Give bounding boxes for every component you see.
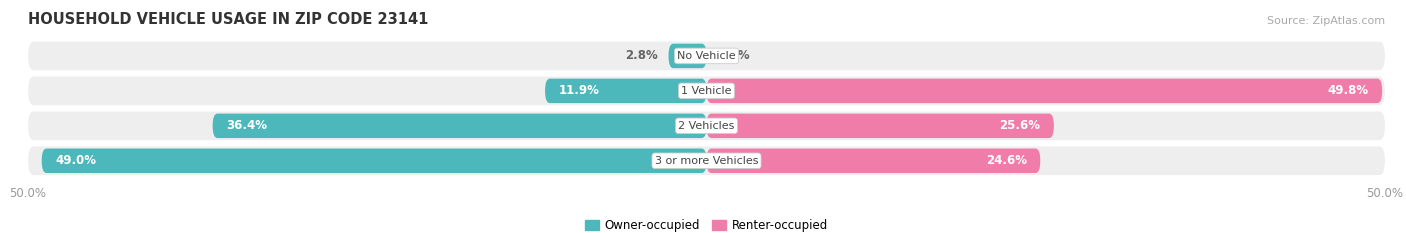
FancyBboxPatch shape <box>668 44 707 68</box>
Text: 49.0%: 49.0% <box>55 154 96 167</box>
Text: 2 Vehicles: 2 Vehicles <box>678 121 735 131</box>
Text: HOUSEHOLD VEHICLE USAGE IN ZIP CODE 23141: HOUSEHOLD VEHICLE USAGE IN ZIP CODE 2314… <box>28 12 429 27</box>
FancyBboxPatch shape <box>707 79 1382 103</box>
Text: 11.9%: 11.9% <box>558 84 599 97</box>
Text: No Vehicle: No Vehicle <box>678 51 735 61</box>
FancyBboxPatch shape <box>707 149 1040 173</box>
FancyBboxPatch shape <box>546 79 707 103</box>
Text: 2.8%: 2.8% <box>624 49 658 62</box>
Text: 24.6%: 24.6% <box>986 154 1026 167</box>
FancyBboxPatch shape <box>28 76 1385 105</box>
Text: 49.8%: 49.8% <box>1327 84 1368 97</box>
Text: 36.4%: 36.4% <box>226 119 267 132</box>
FancyBboxPatch shape <box>212 114 707 138</box>
FancyBboxPatch shape <box>28 42 1385 70</box>
Text: 25.6%: 25.6% <box>1000 119 1040 132</box>
FancyBboxPatch shape <box>28 112 1385 140</box>
Text: Source: ZipAtlas.com: Source: ZipAtlas.com <box>1267 16 1385 26</box>
FancyBboxPatch shape <box>707 114 1054 138</box>
FancyBboxPatch shape <box>28 147 1385 175</box>
Text: 1 Vehicle: 1 Vehicle <box>682 86 731 96</box>
Text: 0.0%: 0.0% <box>717 49 749 62</box>
FancyBboxPatch shape <box>42 149 707 173</box>
Text: 3 or more Vehicles: 3 or more Vehicles <box>655 156 758 166</box>
Legend: Owner-occupied, Renter-occupied: Owner-occupied, Renter-occupied <box>579 214 834 233</box>
